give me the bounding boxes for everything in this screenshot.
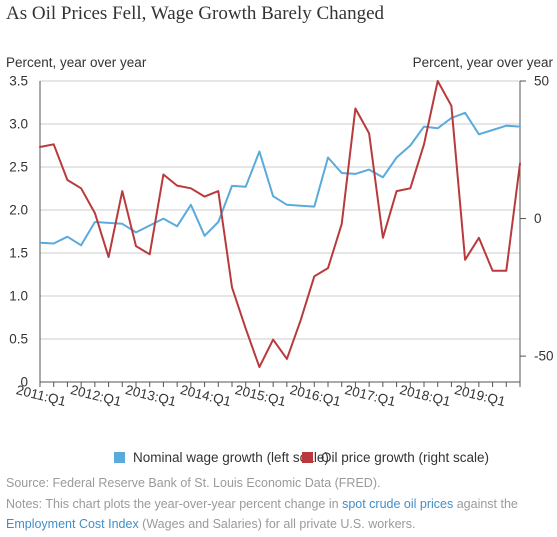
x-tick-label: 2018:Q1 <box>398 382 452 409</box>
left-tick-label: 2.0 <box>9 203 28 218</box>
source-note: Source: Federal Reserve Bank of St. Loui… <box>6 476 381 490</box>
left-tick-label: 1.5 <box>9 246 28 261</box>
notes-line-1: Notes: This chart plots the year-over-ye… <box>6 497 518 511</box>
chart-plot: 0 0.5 1.0 1.5 2.0 2.5 3.0 3.5 50 0 -50 2011:Q1 2012:… <box>9 74 554 410</box>
right-tick-label: 50 <box>534 74 549 89</box>
series-lines <box>39 80 521 369</box>
grid-lines <box>40 80 520 340</box>
notes-text: against the <box>453 497 518 511</box>
notes-text: (Wages and Salaries) for all private U.S… <box>138 517 416 531</box>
chart-title: As Oil Prices Fell, Wage Growth Barely C… <box>6 3 385 24</box>
x-tick-label: 2016:Q1 <box>288 382 342 409</box>
notes-line-2: Employment Cost Index (Wages and Salarie… <box>6 517 415 531</box>
left-tick-label: 3.5 <box>9 74 28 89</box>
legend-swatch-oil <box>302 452 313 463</box>
right-axis-title: Percent, year over year <box>412 55 553 70</box>
legend-swatch-wage <box>114 452 125 463</box>
axes <box>39 80 526 387</box>
x-tick-label: 2019:Q1 <box>453 382 507 409</box>
legend-item-wage: Nominal wage growth (left scale) <box>114 450 329 465</box>
right-tick-label: 0 <box>534 211 542 226</box>
legend-label-wage: Nominal wage growth (left scale) <box>133 450 329 465</box>
notes-text: Notes: This chart plots the year-over-ye… <box>6 497 343 511</box>
x-tick-label: 2014:Q1 <box>179 382 233 409</box>
left-tick-label: 0 <box>20 375 28 390</box>
x-tick-label: 2013:Q1 <box>124 382 178 409</box>
legend-label-oil: Oil price growth (right scale) <box>321 450 490 465</box>
x-tick-label: 2012:Q1 <box>69 382 123 409</box>
x-tick-label: 2011:Q1 <box>15 382 68 409</box>
left-tick-label: 2.5 <box>9 160 28 175</box>
x-tick-label: 2015:Q1 <box>234 382 288 409</box>
left-tick-label: 1.0 <box>9 289 28 304</box>
x-tick-label: 2017:Q1 <box>343 382 397 409</box>
left-tick-label: 3.0 <box>9 117 28 132</box>
legend-item-oil: Oil price growth (right scale) <box>302 450 489 465</box>
employment-cost-index-link[interactable]: Employment Cost Index <box>6 517 139 531</box>
oil-price-growth-line <box>39 80 521 369</box>
left-axis-title: Percent, year over year <box>6 55 147 70</box>
right-tick-label: -50 <box>534 349 554 364</box>
left-tick-label: 0.5 <box>9 332 28 347</box>
spot-crude-oil-prices-link[interactable]: spot crude oil prices <box>342 497 454 511</box>
wage-growth-line <box>39 111 521 247</box>
